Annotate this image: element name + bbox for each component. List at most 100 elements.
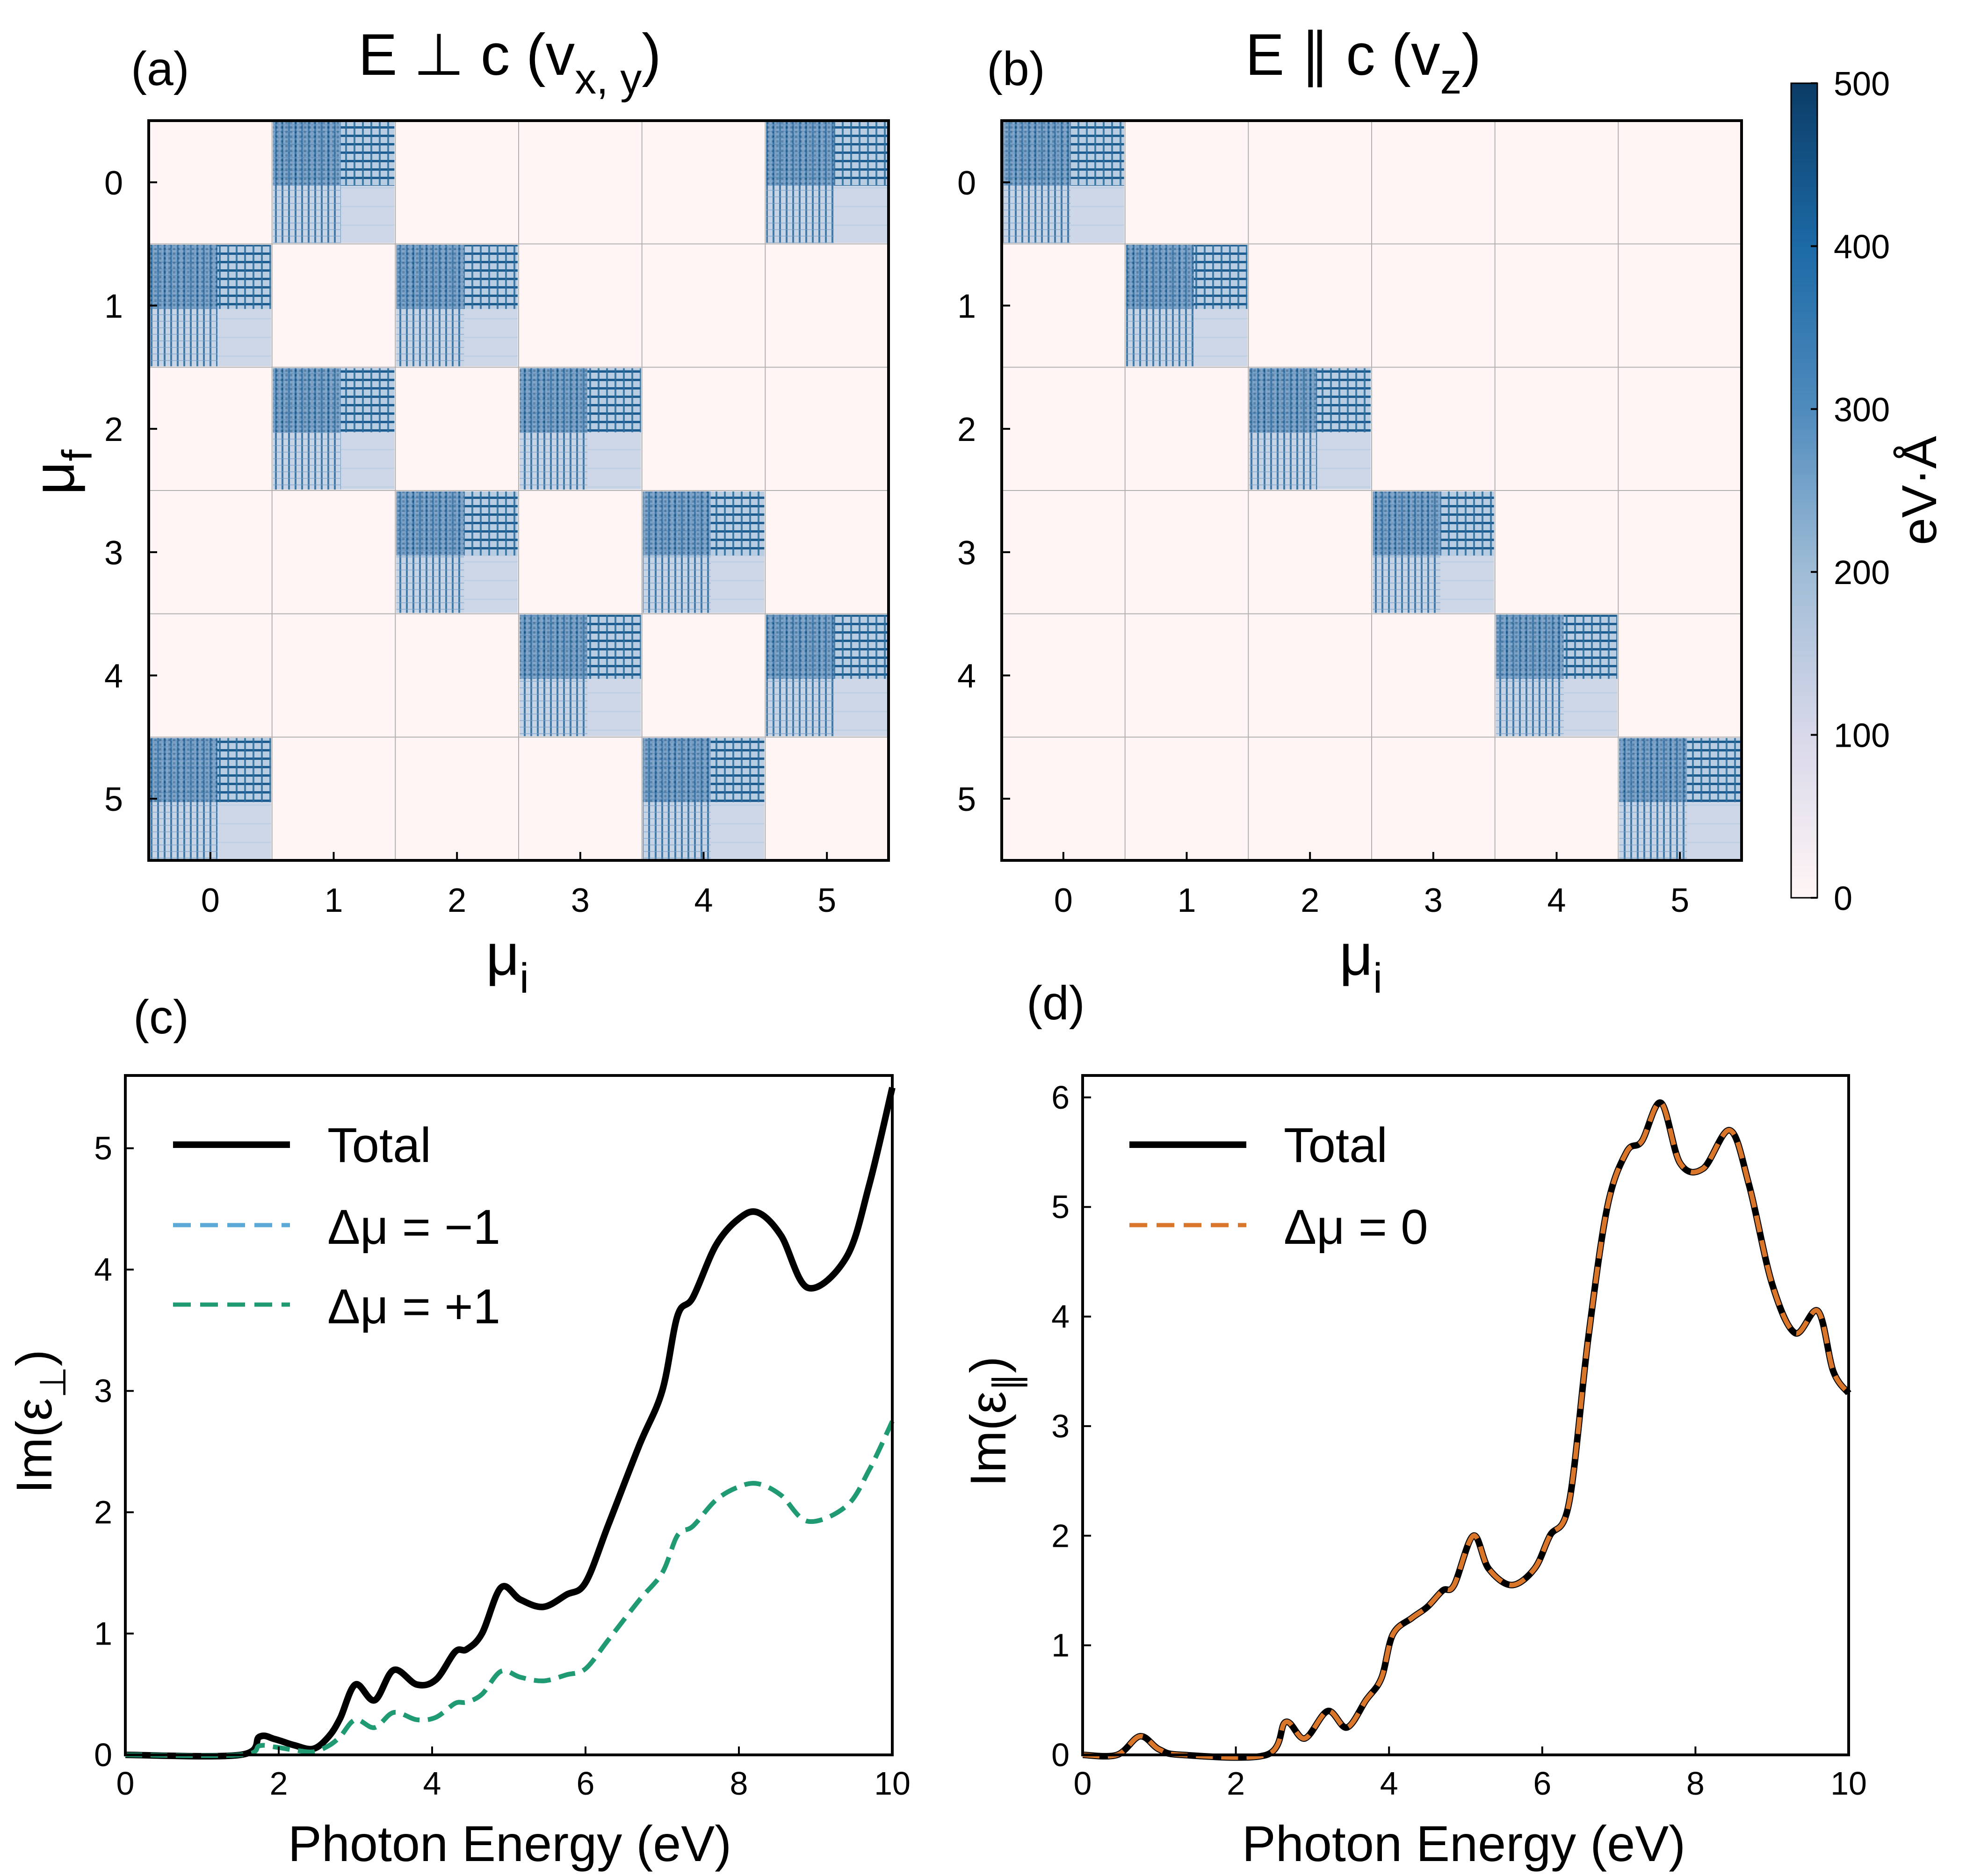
heatmap-a-xtick-label: 2 xyxy=(448,882,466,919)
heatmap-a-block-core xyxy=(766,122,834,186)
heatmap-a-block-r2-c3 xyxy=(520,368,641,490)
heatmap-b-block-core xyxy=(1373,491,1441,556)
heatmap-b-ytick-label: 3 xyxy=(957,534,976,572)
heatmap-b-ytick-label: 2 xyxy=(957,411,976,448)
heatmap-a-block-r5-c0 xyxy=(150,738,271,859)
line-d-series-1 xyxy=(1082,1100,1851,1760)
heatmap-a-block-core xyxy=(520,368,588,433)
line-c-xtick-label: 2 xyxy=(270,1765,288,1802)
line-d-frame xyxy=(1081,1074,1850,1756)
legend-c-dm-minus-label: Δμ = −1 xyxy=(327,1200,500,1255)
line-c-ytick-label: 1 xyxy=(94,1616,112,1652)
panel-b-title-sub: z xyxy=(1440,55,1462,103)
heatmap-b-xlabel: μi xyxy=(1339,923,1382,1002)
line-d-xtick-label: 4 xyxy=(1380,1765,1398,1802)
legend-d: Total Δμ = 0 xyxy=(1129,1118,1428,1255)
heatmap-a-block-r2-c1 xyxy=(273,368,395,490)
heatmap-a-block-r4-c5 xyxy=(766,614,888,736)
heatmap-a-ytick-label: 4 xyxy=(104,658,123,695)
heatmap-b-block-r4-c4 xyxy=(1496,614,1618,736)
line-chart-c: 0 2 4 6 8 10 0 1 2 3 4 5 xyxy=(94,1074,911,1802)
heatmap-a-ytick-label: 5 xyxy=(104,781,123,818)
panel-a-title: E ⊥ c (vx, y) xyxy=(358,22,661,103)
heatmap-a-ytick-label: 3 xyxy=(104,534,123,572)
heatmap-a-block-core xyxy=(643,491,711,556)
line-c-xtick-label: 10 xyxy=(874,1765,911,1802)
heatmap-b-ytick-label: 1 xyxy=(957,288,976,325)
heatmap-a-block-core xyxy=(273,368,341,433)
heatmap-b-block-r2-c2 xyxy=(1249,368,1371,490)
heatmap-a-block-core xyxy=(520,614,588,679)
line-chart-d: 0 2 4 6 8 10 0 1 2 3 4 5 6 xyxy=(1051,1074,1867,1802)
panel-b-title: E ∥ c (vz) xyxy=(1245,22,1481,103)
colorbar-tick-label: 0 xyxy=(1834,880,1852,917)
line-d-ytick-label: 2 xyxy=(1051,1517,1070,1554)
heatmap-a-ytick-label: 1 xyxy=(104,288,123,325)
heatmap-a-block-core xyxy=(150,738,218,802)
line-d-plot-area xyxy=(1083,1075,1849,1755)
line-c-xtick-label: 6 xyxy=(577,1765,595,1802)
colorbar-gradient xyxy=(1790,82,1818,899)
line-c-plot-area xyxy=(125,1075,892,1755)
heatmap-a-ytick-label: 0 xyxy=(104,165,123,202)
line-d-xtick-label: 8 xyxy=(1686,1765,1705,1802)
heatmap-a-block-r4-c3 xyxy=(520,614,641,736)
colorbar-tick-label: 200 xyxy=(1834,554,1890,592)
legend-c-total-label: Total xyxy=(327,1118,431,1173)
line-c-frame xyxy=(124,1074,894,1756)
line-c-series-2 xyxy=(125,1420,895,1758)
heatmap-a-xtick-label: 0 xyxy=(201,882,220,919)
line-c-ylabel-end: ) xyxy=(6,1349,62,1366)
heatmap-b: 0 1 2 3 4 5 0 1 2 3 4 5 xyxy=(957,119,1743,919)
heatmap-b-block-r3-c3 xyxy=(1373,491,1494,613)
heatmap-a-block-r1-c0 xyxy=(150,245,271,367)
line-d-ytick-label: 3 xyxy=(1051,1408,1070,1444)
colorbar-ticks: 0 100 200 300 400 500 xyxy=(1811,65,1890,917)
panel-b-label: (b) xyxy=(987,42,1045,95)
legend-c: Total Δμ = −1 Δμ = +1 xyxy=(173,1118,500,1334)
line-d-ylabel-end: ) xyxy=(960,1356,1016,1373)
heatmap-a: 0 1 2 3 4 5 0 1 2 3 4 5 xyxy=(104,119,890,919)
heatmap-a-xtick-label: 3 xyxy=(571,882,590,919)
line-c-ytick-label: 2 xyxy=(94,1494,112,1530)
legend-d-dm0-label: Δμ = 0 xyxy=(1284,1200,1428,1255)
panel-d-label: (d) xyxy=(1027,976,1085,1030)
heatmap-b-xtick-label: 2 xyxy=(1301,882,1319,919)
line-c-ytick-label: 5 xyxy=(94,1130,112,1167)
heatmap-a-block-core xyxy=(150,245,218,309)
heatmap-b-xtick-label: 5 xyxy=(1670,882,1689,919)
heatmap-a-block-core xyxy=(766,614,834,679)
heatmap-b-xlabel-sub: i xyxy=(1373,955,1382,1002)
heatmap-a-block-r3-c4 xyxy=(643,491,765,613)
heatmap-b-block-core xyxy=(1126,245,1194,309)
heatmap-a-block-r0-c1 xyxy=(273,122,395,243)
heatmap-a-block-core xyxy=(396,245,464,309)
line-d-ytick-label: 6 xyxy=(1051,1079,1070,1116)
heatmap-a-ylabel-main: μ xyxy=(22,461,87,495)
heatmap-a-xlabel-main: μ xyxy=(486,923,520,988)
heatmap-b-block-core xyxy=(1003,122,1071,186)
heatmap-b-ytick-label: 4 xyxy=(957,658,976,695)
heatmap-b-ytick-label: 0 xyxy=(957,165,976,202)
line-d-ytick-label: 5 xyxy=(1051,1189,1070,1225)
heatmap-b-xlabel-main: μ xyxy=(1339,923,1373,988)
line-c-xtick-label: 8 xyxy=(730,1765,748,1802)
heatmap-a-xlabel-sub: i xyxy=(520,955,529,1002)
line-c-ylabel-sub: ⊥ xyxy=(32,1366,73,1398)
heatmap-b-block-core xyxy=(1249,368,1317,433)
heatmap-b-block-core xyxy=(1496,614,1564,679)
line-c-ytick-label: 3 xyxy=(94,1373,112,1409)
line-c-ytick-label: 4 xyxy=(94,1251,112,1288)
line-c-ylabel-main: Im(ε xyxy=(6,1398,62,1494)
line-d-ylabel: Im(ε∥) xyxy=(960,1356,1027,1486)
line-c-ylabel: Im(ε⊥) xyxy=(6,1349,73,1494)
heatmap-b-frame xyxy=(1000,119,1743,862)
colorbar-label: eV·Å xyxy=(1892,436,1947,545)
line-d-xtick-label: 10 xyxy=(1830,1765,1867,1802)
panel-a-title-sub: x, y xyxy=(575,55,642,103)
heatmap-a-block-r1-c2 xyxy=(396,245,518,367)
colorbar-tick-label: 300 xyxy=(1834,391,1890,429)
heatmap-a-xlabel: μi xyxy=(486,923,529,1002)
heatmap-b-xtick-label: 4 xyxy=(1547,882,1566,919)
